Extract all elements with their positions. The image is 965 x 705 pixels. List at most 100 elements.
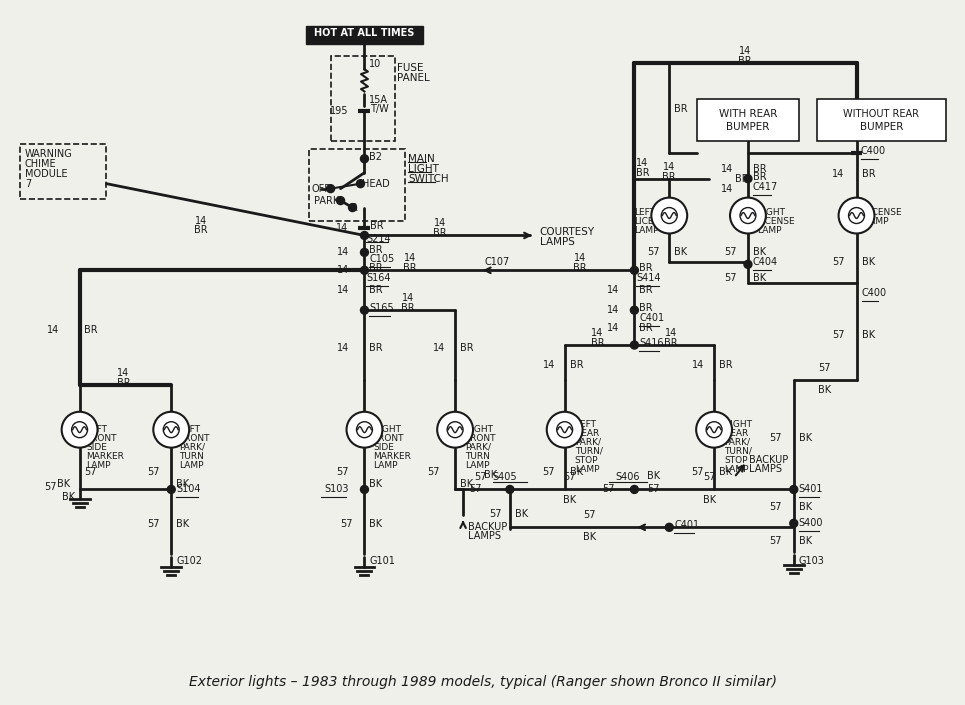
- Bar: [697, 99, 799, 141]
- Text: C400: C400: [862, 288, 887, 298]
- Text: C404: C404: [753, 257, 778, 267]
- Text: LICENSE: LICENSE: [757, 217, 794, 226]
- Text: BR: BR: [194, 226, 207, 235]
- Text: 57: 57: [769, 433, 782, 443]
- Text: 57: 57: [602, 484, 615, 494]
- Text: BR: BR: [370, 264, 383, 274]
- Circle shape: [630, 306, 639, 314]
- Circle shape: [337, 197, 345, 204]
- Text: LICENSE: LICENSE: [865, 208, 902, 217]
- Text: 57: 57: [725, 247, 737, 257]
- Text: BACKUP: BACKUP: [749, 455, 788, 465]
- Text: 14: 14: [721, 164, 733, 173]
- Circle shape: [361, 231, 369, 240]
- Text: BACKUP: BACKUP: [468, 522, 508, 532]
- Text: BR: BR: [460, 343, 474, 353]
- Text: LIGHT: LIGHT: [408, 164, 439, 173]
- Text: FRONT: FRONT: [87, 434, 117, 443]
- Text: BK: BK: [648, 472, 660, 482]
- Circle shape: [740, 207, 756, 223]
- Text: REAR: REAR: [724, 429, 748, 438]
- Text: BR: BR: [573, 263, 587, 274]
- Text: PARK/: PARK/: [574, 438, 600, 447]
- Text: BR: BR: [640, 264, 653, 274]
- Circle shape: [356, 422, 372, 438]
- Text: LAMP: LAMP: [757, 226, 782, 235]
- Text: LEFT: LEFT: [634, 208, 655, 217]
- Circle shape: [706, 422, 722, 438]
- Text: BR: BR: [862, 168, 875, 178]
- Text: 57: 57: [474, 472, 486, 482]
- Text: BK: BK: [370, 520, 382, 529]
- Bar: [20, 144, 106, 199]
- Text: LAMP: LAMP: [724, 465, 749, 474]
- Text: FRONT: FRONT: [179, 434, 209, 443]
- Text: BK: BK: [57, 479, 69, 489]
- Text: 57: 57: [564, 472, 576, 482]
- Circle shape: [361, 306, 369, 314]
- Circle shape: [630, 266, 639, 274]
- Text: RIGHT: RIGHT: [373, 424, 401, 434]
- Text: 14: 14: [665, 328, 677, 338]
- Text: 15A: 15A: [370, 95, 389, 105]
- Text: RIGHT: RIGHT: [757, 208, 785, 217]
- Circle shape: [839, 197, 874, 233]
- Text: BUMPER: BUMPER: [727, 122, 770, 132]
- Text: S104: S104: [177, 484, 201, 494]
- Text: R: R: [350, 202, 357, 213]
- Text: BK: BK: [675, 247, 687, 257]
- Text: LAMP: LAMP: [373, 460, 398, 470]
- Text: 57: 57: [147, 467, 159, 477]
- Text: MODULE: MODULE: [25, 168, 68, 179]
- Text: S165: S165: [370, 303, 394, 313]
- Circle shape: [348, 204, 356, 211]
- Text: 14: 14: [338, 343, 349, 353]
- Text: BK: BK: [484, 470, 497, 481]
- Text: B2: B2: [370, 152, 382, 161]
- Text: T/W: T/W: [371, 104, 389, 114]
- Text: OFF: OFF: [312, 183, 331, 194]
- Circle shape: [163, 422, 179, 438]
- Circle shape: [557, 422, 572, 438]
- Text: G101: G101: [370, 556, 396, 566]
- Text: 57: 57: [647, 247, 659, 257]
- Text: RIGHT: RIGHT: [724, 419, 752, 429]
- Text: TURN: TURN: [179, 452, 204, 460]
- Text: BK: BK: [583, 532, 596, 542]
- Text: LAMPS: LAMPS: [468, 532, 501, 541]
- Text: BK: BK: [753, 274, 766, 283]
- Text: 57: 57: [542, 467, 555, 477]
- Bar: [331, 56, 396, 141]
- Text: 14: 14: [402, 293, 414, 303]
- Text: 57: 57: [470, 484, 482, 494]
- Text: 195: 195: [330, 106, 348, 116]
- Text: BR: BR: [665, 338, 678, 348]
- Text: BK: BK: [62, 492, 75, 503]
- Circle shape: [696, 412, 732, 448]
- Text: 57: 57: [832, 257, 844, 267]
- Circle shape: [356, 180, 365, 188]
- Text: BK: BK: [799, 537, 812, 546]
- Text: BK: BK: [818, 385, 831, 395]
- Text: MARKER: MARKER: [87, 452, 124, 460]
- Text: LEFT: LEFT: [179, 424, 200, 434]
- Text: LAMP: LAMP: [865, 217, 889, 226]
- Text: 57: 57: [336, 467, 348, 477]
- Text: Exterior lights – 1983 through 1989 models, typical (Ranger shown Bronco II simi: Exterior lights – 1983 through 1989 mode…: [189, 675, 777, 689]
- Text: FRONT: FRONT: [373, 434, 404, 443]
- Text: LICENSE: LICENSE: [634, 217, 672, 226]
- Text: MAIN: MAIN: [408, 154, 435, 164]
- Text: G103: G103: [799, 556, 825, 566]
- Bar: [816, 99, 946, 141]
- Circle shape: [789, 486, 798, 493]
- Text: LEFT: LEFT: [87, 424, 107, 434]
- Text: C105: C105: [370, 255, 395, 264]
- Circle shape: [62, 412, 97, 448]
- Text: LAMP: LAMP: [87, 460, 111, 470]
- Text: BK: BK: [799, 433, 812, 443]
- Text: LAMPS: LAMPS: [749, 464, 782, 474]
- Circle shape: [665, 523, 674, 532]
- Circle shape: [326, 185, 335, 192]
- Bar: [309, 149, 405, 221]
- Text: BK: BK: [515, 509, 528, 520]
